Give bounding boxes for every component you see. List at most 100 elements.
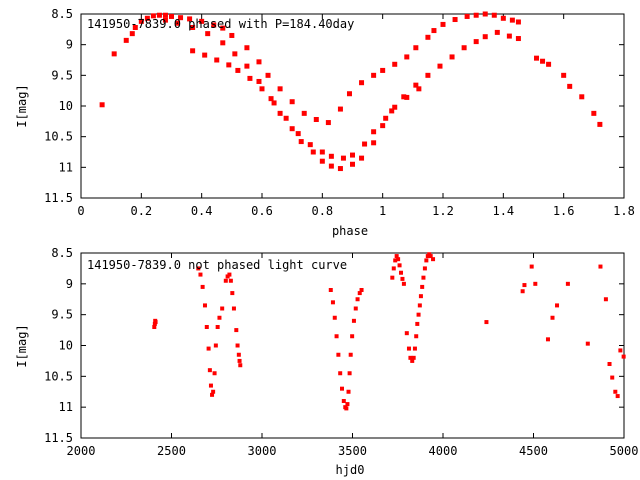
data-point — [415, 321, 420, 326]
data-point — [319, 158, 325, 164]
data-point — [408, 355, 413, 360]
data-point — [211, 22, 217, 28]
x-tick-label: 0.8 — [311, 204, 333, 218]
data-point — [546, 61, 552, 67]
unphased-light-curve-panel: 2000 2500 3000 3500 4000 4500 5000 8.5 9 9.5 10 10… — [15, 246, 638, 477]
data-point — [425, 72, 431, 78]
phased-light-curve-panel: 0 0.2 0.4 0.6 0.8 1 1.2 1.4 1.6 1.8 8.5 9 9.5 10 10.5… — [15, 7, 635, 238]
data-point — [428, 254, 433, 259]
x-tick-label: 3500 — [338, 444, 367, 458]
plot-frame — [80, 252, 625, 439]
data-point — [347, 371, 352, 376]
data-point — [425, 34, 431, 40]
data-point — [350, 161, 355, 167]
x-tick-label: 0.4 — [191, 204, 213, 218]
data-point — [220, 40, 226, 46]
x-tick-label: 4000 — [429, 444, 458, 458]
data-point — [418, 294, 423, 299]
data-point — [515, 36, 521, 42]
data-point — [334, 334, 339, 339]
x-tick-label: 1.8 — [613, 204, 635, 218]
data-point — [162, 12, 168, 18]
data-point — [440, 21, 446, 27]
x-tick-label: 1.2 — [432, 204, 454, 218]
data-point — [416, 312, 421, 317]
data-point — [520, 289, 525, 294]
data-point — [351, 318, 356, 323]
y-tick-label: 10.5 — [44, 130, 73, 144]
data-point — [380, 67, 386, 73]
data-point — [389, 108, 395, 114]
data-point — [202, 52, 208, 58]
data-point — [232, 51, 238, 57]
data-point — [610, 375, 615, 380]
x-axis-ticks: 0 0.2 0.4 0.6 0.8 1 1.2 1.4 1.6 1.8 — [77, 14, 635, 218]
data-point — [328, 288, 333, 292]
x-tick-label: 5000 — [610, 444, 639, 458]
data-point — [199, 18, 205, 24]
data-point — [362, 141, 368, 147]
data-point — [420, 284, 425, 289]
x-tick-label: 0 — [77, 204, 84, 218]
data-point — [277, 110, 283, 116]
chart-title: 141950-7839.0 not phased light curve — [87, 258, 347, 272]
data-point — [204, 325, 209, 329]
data-point — [397, 263, 402, 268]
y-axis-ticks: 8.5 9 9.5 10 10.5 11 11.5 — [44, 7, 624, 205]
data-point — [328, 163, 334, 169]
x-tick-label: 0.6 — [251, 204, 273, 218]
data-point — [348, 352, 353, 357]
data-point — [340, 155, 346, 161]
data-point — [411, 355, 416, 360]
data-point — [597, 121, 603, 127]
data-point — [422, 266, 427, 271]
data-point — [383, 115, 389, 121]
data-point — [220, 306, 225, 311]
data-point — [265, 72, 271, 78]
data-point — [494, 29, 500, 35]
data-point — [289, 99, 295, 105]
data-point — [162, 17, 168, 23]
data-point — [550, 315, 555, 320]
data-point — [416, 86, 422, 92]
data-point — [247, 75, 253, 81]
data-point — [231, 306, 236, 311]
x-tick-label: 4500 — [519, 444, 548, 458]
data-point — [277, 86, 283, 92]
data-point — [259, 86, 265, 92]
data-point — [598, 264, 603, 269]
data-point — [400, 276, 405, 281]
y-axis-label: I[mag] — [15, 324, 29, 367]
data-point — [319, 149, 325, 155]
data-point — [473, 12, 479, 18]
data-point — [371, 129, 377, 135]
data-point — [410, 358, 415, 363]
data-point — [210, 392, 215, 397]
data-point — [615, 394, 620, 399]
data-point — [236, 352, 241, 357]
data-point — [138, 18, 144, 24]
data-point — [591, 110, 597, 116]
data-point — [392, 61, 398, 67]
data-point — [529, 264, 534, 269]
data-point — [214, 57, 220, 63]
data-point — [431, 257, 436, 262]
data-point — [585, 341, 590, 346]
data-point — [238, 363, 243, 368]
data-points — [152, 252, 626, 411]
data-point — [313, 116, 319, 122]
data-point — [359, 288, 364, 292]
x-tick-label: 0.2 — [130, 204, 152, 218]
data-point — [169, 13, 174, 19]
data-point — [298, 139, 304, 145]
data-point — [206, 346, 211, 351]
data-point — [271, 100, 277, 106]
data-point — [350, 334, 355, 339]
data-point — [336, 352, 341, 357]
data-point — [357, 291, 362, 296]
data-point — [540, 58, 546, 64]
y-tick-label: 9 — [66, 277, 73, 291]
data-point — [256, 78, 262, 84]
data-point — [567, 83, 573, 89]
